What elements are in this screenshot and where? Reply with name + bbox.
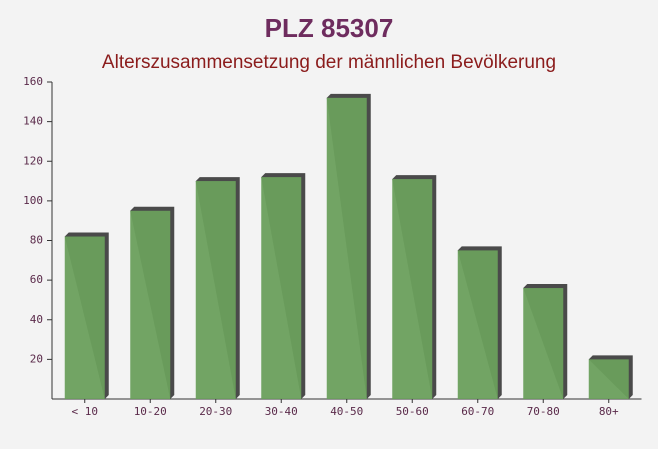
bar (195, 181, 236, 399)
bar (588, 359, 629, 399)
y-tick-label: 100 (23, 194, 43, 207)
y-tick-label: 60 (30, 273, 43, 286)
y-tick-label: 20 (30, 352, 43, 365)
x-tick-label: 80+ (599, 405, 619, 418)
chart-title: PLZ 85307 (265, 13, 394, 43)
bar (130, 210, 171, 399)
x-tick-label: 10-20 (134, 405, 167, 418)
bar (523, 288, 564, 399)
bar (392, 179, 433, 399)
y-tick-label: 160 (23, 75, 43, 88)
x-tick-label: 60-70 (461, 405, 494, 418)
bar (64, 236, 105, 399)
y-tick-label: 40 (30, 313, 43, 326)
chart-subtitle: Alterszusammensetzung der männlichen Bev… (102, 52, 556, 73)
bar (261, 177, 302, 399)
x-tick-label: 30-40 (265, 405, 298, 418)
y-tick-label: 80 (30, 234, 43, 247)
y-tick-label: 120 (23, 154, 43, 167)
x-tick-label: < 10 (72, 405, 99, 418)
x-tick-label: 50-60 (396, 405, 429, 418)
y-tick-label: 140 (23, 115, 43, 128)
x-tick-label: 20-30 (199, 405, 232, 418)
bar (326, 97, 367, 399)
x-tick-label: 70-80 (527, 405, 560, 418)
x-tick-label: 40-50 (330, 405, 363, 418)
bar (457, 250, 498, 399)
